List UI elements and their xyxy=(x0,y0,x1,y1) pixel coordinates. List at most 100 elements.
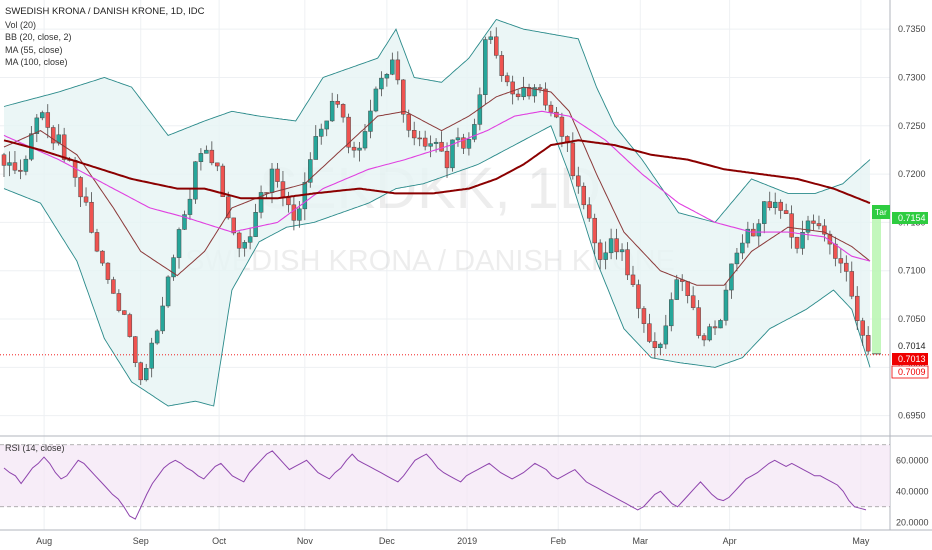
candle-body xyxy=(865,335,871,352)
target-range xyxy=(872,218,881,354)
candle-body xyxy=(526,87,532,97)
price-label-text: 0.7013 xyxy=(898,354,926,364)
candle-body xyxy=(778,201,783,211)
candle-body xyxy=(105,262,111,280)
candle-body xyxy=(461,137,466,149)
candle-body xyxy=(111,279,116,294)
candle-body xyxy=(444,150,450,169)
candle-body xyxy=(335,100,340,105)
candle-body xyxy=(614,238,619,253)
candle-body xyxy=(772,201,778,208)
candle-body xyxy=(34,117,40,134)
candle-body xyxy=(619,249,625,253)
price-label-box xyxy=(892,340,928,352)
candle-body xyxy=(674,279,679,300)
candle-body xyxy=(318,128,324,137)
candle-body xyxy=(23,158,29,172)
candle-body xyxy=(652,341,658,348)
price-tick-label: 0.7100 xyxy=(898,266,926,276)
candle-body xyxy=(504,75,510,83)
candle-body xyxy=(198,153,204,162)
indicator-ma100[interactable]: MA (100, close) xyxy=(5,57,68,67)
candle-body xyxy=(570,142,576,177)
candle-body xyxy=(636,284,641,309)
candle-body xyxy=(165,276,171,307)
candle-body xyxy=(663,325,669,345)
candle-body xyxy=(18,169,23,172)
time-tick-label: Aug xyxy=(36,536,52,546)
rsi-band-fill xyxy=(0,444,890,507)
candle-body xyxy=(209,149,215,164)
candle-body xyxy=(822,225,827,235)
candle-body xyxy=(586,204,592,219)
time-axis: Aug Sep Oct Nov Dec 2019 Feb Mar Apr May xyxy=(0,529,932,546)
candle-body xyxy=(844,262,849,272)
candle-body xyxy=(794,236,800,249)
candle-body xyxy=(7,162,12,166)
candle-body xyxy=(483,39,488,95)
candle-body xyxy=(433,141,439,144)
candle-body xyxy=(805,220,811,233)
price-tick-label: 0.7300 xyxy=(898,72,926,82)
candle-body xyxy=(133,336,138,363)
candle-body xyxy=(455,137,461,141)
candle-body xyxy=(204,149,209,154)
candle-body xyxy=(762,201,767,224)
candle-body xyxy=(488,36,494,40)
candle-body xyxy=(767,201,772,208)
price-tick-label: 0.6950 xyxy=(898,411,926,421)
candle-body xyxy=(723,289,729,321)
candle-body xyxy=(411,130,417,139)
candle-body xyxy=(149,342,154,369)
rsi-pane: 60.0000 40.0000 20.0000 xyxy=(0,444,929,527)
candle-body xyxy=(143,368,149,381)
candle-body xyxy=(94,232,100,252)
indicator-ma55[interactable]: MA (55, close) xyxy=(5,44,63,55)
candle-body xyxy=(625,249,630,276)
candle-body xyxy=(122,310,127,315)
bollinger-basis-line xyxy=(3,86,871,286)
candle-body xyxy=(247,236,253,243)
candle-body xyxy=(740,242,745,254)
candle-body xyxy=(472,124,477,140)
candle-body xyxy=(543,88,548,106)
candle-body xyxy=(499,55,504,76)
candle-body xyxy=(258,192,264,213)
candle-body xyxy=(390,59,395,75)
candle-body xyxy=(308,159,313,183)
indicator-bb[interactable]: BB (20, close, 2) xyxy=(5,32,72,42)
price-label-text: 0.7009 xyxy=(898,367,926,377)
candle-body xyxy=(362,131,368,149)
candle-body xyxy=(401,79,406,115)
price-label-text: 0.7014 xyxy=(898,341,926,351)
bollinger-lower-line xyxy=(3,125,871,407)
candle-body xyxy=(597,242,603,260)
time-tick-label: Sep xyxy=(133,536,149,546)
candle-body xyxy=(171,257,176,278)
candle-body xyxy=(658,343,663,348)
candle-body xyxy=(630,274,636,285)
price-tick-label: 0.7250 xyxy=(898,121,926,131)
price-tick-label: 0.7050 xyxy=(898,314,926,324)
moving-averages xyxy=(3,86,871,286)
candle-body xyxy=(154,330,160,344)
rsi-title[interactable]: RSI (14, close) xyxy=(5,443,65,453)
indicator-vol[interactable]: Vol (20) xyxy=(5,19,37,30)
candle-body xyxy=(854,295,860,321)
price-label-box xyxy=(891,365,929,379)
candle-body xyxy=(647,323,652,342)
candle-body xyxy=(12,162,18,171)
candle-body xyxy=(291,204,297,221)
price-label-text: 0.7154 xyxy=(898,213,926,223)
candle-body xyxy=(127,314,133,337)
candle-body xyxy=(297,208,302,221)
target-label-text: Tar xyxy=(875,207,887,217)
rsi-tick-label: 40.0000 xyxy=(896,486,929,496)
candle-body xyxy=(428,143,433,147)
candle-body xyxy=(193,161,198,200)
candle-body xyxy=(576,175,581,187)
candle-body xyxy=(324,120,329,130)
candle-body xyxy=(220,165,226,197)
candle-body xyxy=(608,238,614,254)
